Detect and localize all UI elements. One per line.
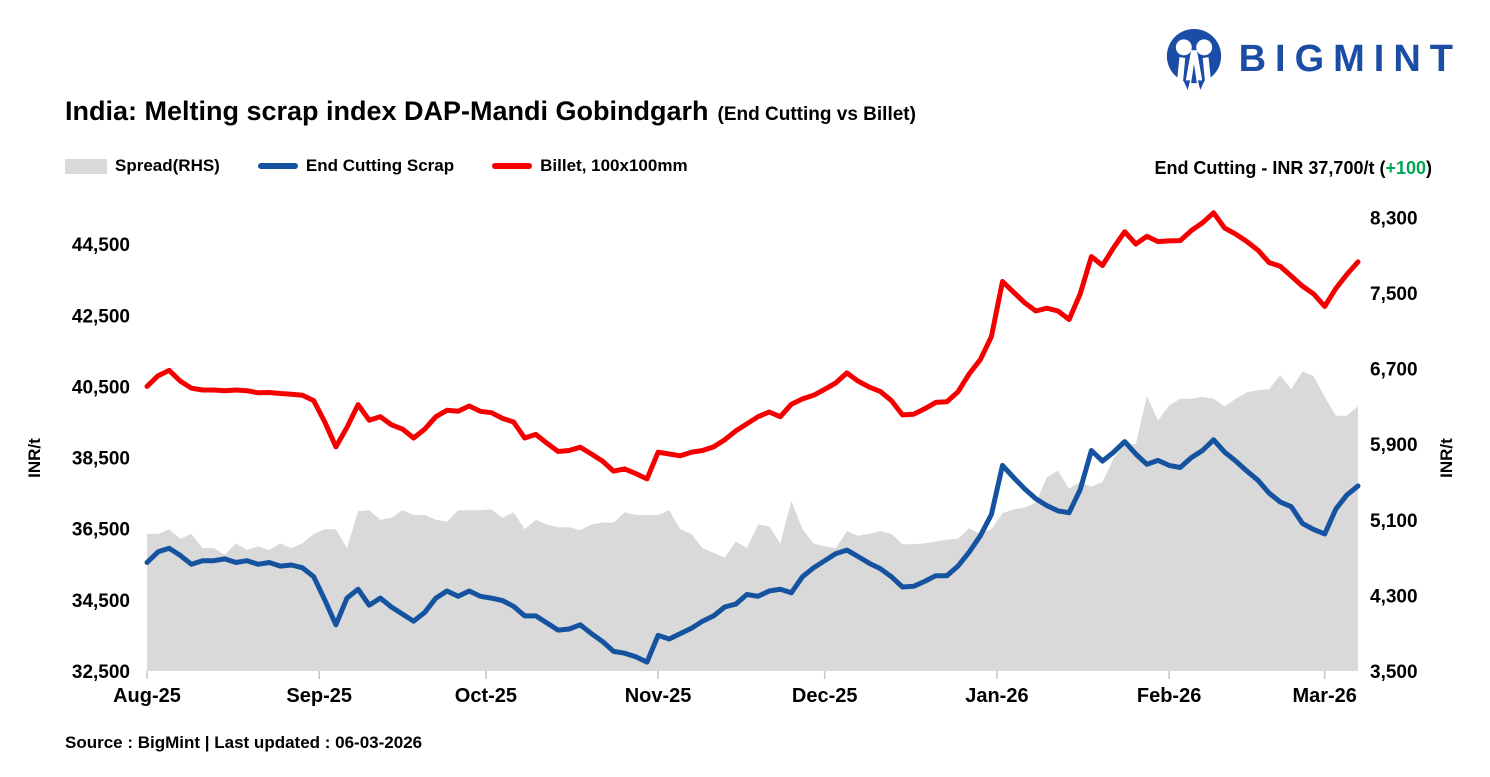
- x-axis-label: Sep-25: [286, 685, 352, 707]
- y-axis-right-tick-label: 4,300: [1370, 586, 1418, 607]
- legend-item-end-cutting: End Cutting Scrap: [257, 156, 455, 176]
- bigmint-wordmark: BIGMINT: [1238, 37, 1462, 80]
- x-axis-label: Dec-25: [792, 685, 858, 707]
- bigmint-logo-icon: [1166, 28, 1221, 90]
- billet-swatch: [492, 163, 533, 169]
- y-axis-right-tick-label: 6,700: [1370, 360, 1418, 381]
- legend-item-billet: Billet, 100x100mm: [492, 156, 688, 176]
- source-footer: Source : BigMint | Last updated : 06-03-…: [65, 733, 423, 752]
- annotation-change: +100: [1385, 158, 1426, 178]
- y-axis-left-title: INR/t: [25, 438, 44, 478]
- bigmint-logo: BIGMINT: [1163, 26, 1462, 92]
- legend-label-spread: Spread(RHS): [115, 156, 220, 175]
- x-axis-label: Feb-26: [1137, 685, 1201, 707]
- y-axis-right-tick-label: 8,300: [1370, 208, 1418, 229]
- y-axis-left-tick-label: 38,500: [72, 449, 130, 470]
- latest-value-annotation: End Cutting - INR 37,700/t (+100): [1154, 158, 1432, 179]
- annotation-suffix: ): [1426, 158, 1432, 178]
- page-title: India: Melting scrap index DAP-Mandi Gob…: [65, 96, 916, 127]
- spread-area: [147, 371, 1358, 671]
- end-cutting-line: [144, 437, 1361, 665]
- y-axis-right-tick-label: 3,500: [1370, 662, 1418, 683]
- annotation-prefix: End Cutting - INR 37,700/t (: [1154, 158, 1386, 178]
- end-cutting-swatch: [257, 163, 298, 169]
- y-axis-left-tick-label: 40,500: [72, 377, 130, 398]
- chart-title-suffix: (End Cutting vs Billet): [717, 104, 916, 125]
- y-axis-left-tick-label: 42,500: [72, 306, 130, 327]
- billet-line: [144, 210, 1361, 482]
- y-axis-left-tick-label: 36,500: [72, 520, 130, 541]
- y-axis-left-tick-label: 34,500: [72, 591, 130, 612]
- y-axis-right-tick-label: 7,500: [1370, 284, 1418, 305]
- legend-item-spread: Spread(RHS): [65, 156, 220, 176]
- x-axis-label: Mar-26: [1292, 685, 1356, 707]
- chart-plot: Aug-25 Sep-25 Oct-25 Nov-25 Dec-25 Jan-26 Feb-…: [25, 208, 1456, 707]
- legend-label-billet: Billet, 100x100mm: [540, 156, 688, 175]
- x-axis-label: Nov-25: [625, 685, 692, 707]
- spread-swatch: [65, 158, 107, 174]
- x-axis-label: Jan-26: [965, 685, 1028, 707]
- y-axis-right-title: INR/t: [1437, 438, 1456, 478]
- x-axis-label: Aug-25: [113, 685, 181, 707]
- y-axis-right-tick-label: 5,100: [1370, 511, 1418, 532]
- legend-label-end-cutting: End Cutting Scrap: [305, 156, 455, 175]
- chart-title: India: Melting scrap index DAP-Mandi Gob…: [65, 96, 709, 126]
- y-axis-right-tick-label: 5,900: [1370, 435, 1418, 456]
- y-axis-left-tick-label: 32,500: [72, 662, 130, 683]
- y-axis-left-tick-label: 44,500: [72, 235, 130, 256]
- chart-legend: Spread(RHS) End Cutting Scrap Billet, 10…: [65, 156, 688, 176]
- x-axis-label: Oct-25: [455, 685, 517, 707]
